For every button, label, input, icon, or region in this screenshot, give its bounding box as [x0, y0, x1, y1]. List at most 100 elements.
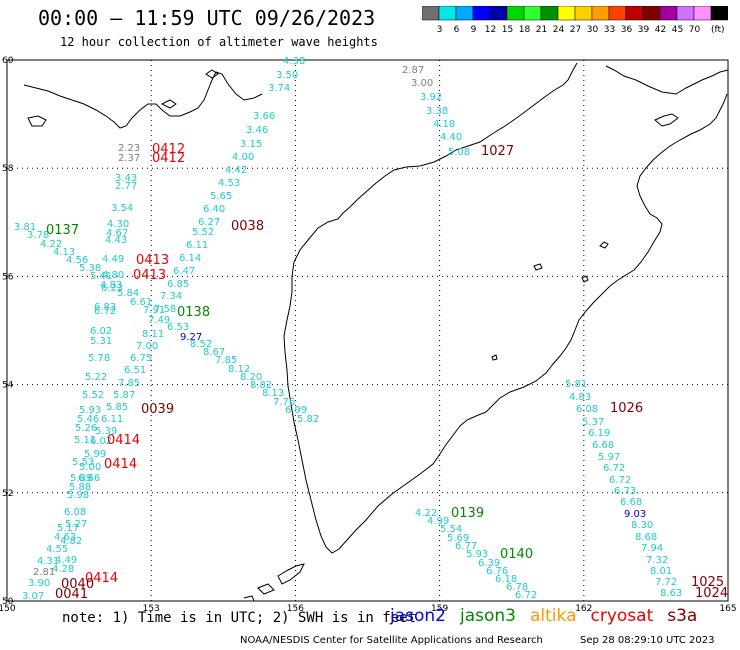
wave-height-value: 6.40 — [203, 204, 225, 215]
wave-height-value: 5.39 — [95, 426, 117, 437]
wave-height-value: 6.85 — [167, 279, 189, 290]
satellite-jason2: jason2 — [390, 606, 446, 626]
wave-height-value: 5.53 — [72, 457, 94, 468]
lat-tick-label: 54 — [2, 381, 14, 391]
wave-height-value: 4.63 — [54, 532, 76, 543]
wave-height-value: 4.55 — [46, 544, 68, 555]
wave-height-value: 5.93 — [79, 405, 101, 416]
wave-height-value: 8.30 — [631, 520, 653, 531]
wave-height-value: 5.41 — [90, 271, 112, 282]
scale-label: 24 — [553, 25, 565, 34]
wave-height-value: 6.78 — [506, 582, 528, 593]
pass-time: 0412 — [152, 151, 185, 166]
wave-height-value: 7.58 — [154, 304, 176, 315]
wave-height-value: 5.82 — [297, 414, 319, 425]
scale-label: 39 — [638, 25, 650, 34]
wave-height-value: 3.07 — [22, 591, 44, 602]
lat-lon-grid — [7, 60, 728, 601]
scale-label: 21 — [536, 25, 547, 34]
generated-timestamp: Sep 28 08:29:10 UTC 2023 — [580, 635, 715, 646]
wave-height-value: 6.66 — [78, 473, 100, 484]
wave-height-value: 6.75 — [130, 353, 152, 364]
wave-height-value: 5.22 — [85, 372, 107, 383]
wave-height-value: 8.11 — [142, 329, 164, 340]
wave-height-value: 3.78 — [27, 230, 49, 241]
wave-height-value: 2.23 — [118, 143, 140, 154]
wave-height-value: 3.66 — [253, 111, 275, 122]
lat-tick-label: 50 — [2, 597, 14, 607]
wave-height-value: 7.85 — [118, 378, 140, 389]
wave-height-value: 5.08 — [448, 147, 470, 158]
wave-height-value: 7.34 — [160, 291, 182, 302]
pass-time: 0039 — [141, 402, 174, 417]
pass-time: 0139 — [451, 506, 484, 521]
wave-height-value: 5.38 — [79, 263, 101, 274]
wave-height-value: 8.12 — [228, 364, 250, 375]
scale-label: 18 — [519, 25, 531, 34]
lon-tick-label: 159 — [431, 604, 448, 614]
wave-height-value: 5.11 — [74, 435, 96, 446]
longitude-tick-labels: 150 153 156 159 162 165 — [0, 604, 737, 614]
pass-time: 0038 — [231, 219, 264, 234]
lat-tick-label: 56 — [2, 272, 14, 282]
wave-height-value: 3.90 — [28, 578, 50, 589]
wave-height-value: 8.68 — [635, 532, 657, 543]
wave-height-value: 5.78 — [88, 353, 110, 364]
wave-height-value: 6.19 — [588, 428, 610, 439]
wave-height-value: 8.63 — [660, 588, 682, 599]
scale-label: 15 — [502, 25, 513, 34]
wave-height-value: 4.18 — [433, 119, 455, 130]
wave-height-value: 8.13 — [262, 388, 284, 399]
wave-height-value: 4.99 — [427, 516, 449, 527]
wave-height-value: 5.88 — [69, 482, 91, 493]
wave-height-value: 6.77 — [455, 541, 477, 552]
scale-label: 70 — [689, 25, 701, 34]
wave-height-value: 8.20 — [240, 372, 262, 383]
coastline-kamchatka — [283, 62, 729, 554]
wave-height-value: 5.54 — [440, 524, 462, 535]
lon-tick-label: 162 — [575, 604, 592, 614]
wave-height-value: 7.49 — [148, 315, 170, 326]
wave-height-value: 4.38 — [283, 56, 305, 67]
wave-height-value: 9.03 — [624, 509, 646, 520]
scale-label: 27 — [570, 25, 581, 34]
wave-height-value: 6.27 — [198, 217, 220, 228]
wave-height-value: 7.91 — [143, 305, 165, 316]
wave-height-value: 4.31 — [37, 556, 59, 567]
wave-height-value: 6.23 — [101, 283, 123, 294]
wave-height-value: 4.40 — [440, 132, 462, 143]
pass-time: 1026 — [610, 401, 643, 416]
wave-height-value: 6.53 — [167, 322, 189, 333]
wave-height-value: 5.69 — [447, 533, 469, 544]
pass-time: 0414 — [85, 571, 118, 586]
map-title: 00:00 – 11:59 UTC 09/26/2023 — [38, 6, 376, 30]
satellite-cryosat: cryosat — [590, 606, 654, 626]
wave-height-value: 6.08 — [64, 507, 86, 518]
wave-height-value: 4.82 — [60, 536, 82, 547]
wave-height-value: 4.49 — [55, 555, 77, 566]
wave-height-value: 6.68 — [592, 440, 614, 451]
wave-height-value: 5.52 — [192, 227, 214, 238]
wave-height-value: 8.82 — [250, 380, 272, 391]
wave-height-value: 5.97 — [598, 452, 620, 463]
wave-height-value: 3.81 — [14, 222, 36, 233]
wave-height-value: 4.00 — [232, 152, 254, 163]
wave-height-value: 9.27 — [180, 332, 202, 343]
map-frame — [6, 59, 729, 602]
wave-height-value: 5.37 — [582, 417, 604, 428]
wave-height-value: 4.22 — [415, 508, 437, 519]
wave-height-value: 6.72 — [94, 306, 116, 317]
scale-label: 12 — [485, 25, 496, 34]
wave-height-value: 4.56 — [66, 255, 88, 266]
wave-height-value: 5.84 — [117, 288, 139, 299]
wave-height-value: 3.92 — [420, 92, 442, 103]
scale-label: 42 — [655, 25, 666, 34]
wave-height-value: 7.00 — [136, 341, 158, 352]
wave-height-value: 6.68 — [620, 497, 642, 508]
pass-time: 1025 — [691, 575, 724, 590]
coastline-kuril-islands — [243, 563, 305, 602]
wave-height-value: 2.37 — [118, 153, 140, 164]
wave-height-value: 2.77 — [115, 181, 137, 192]
